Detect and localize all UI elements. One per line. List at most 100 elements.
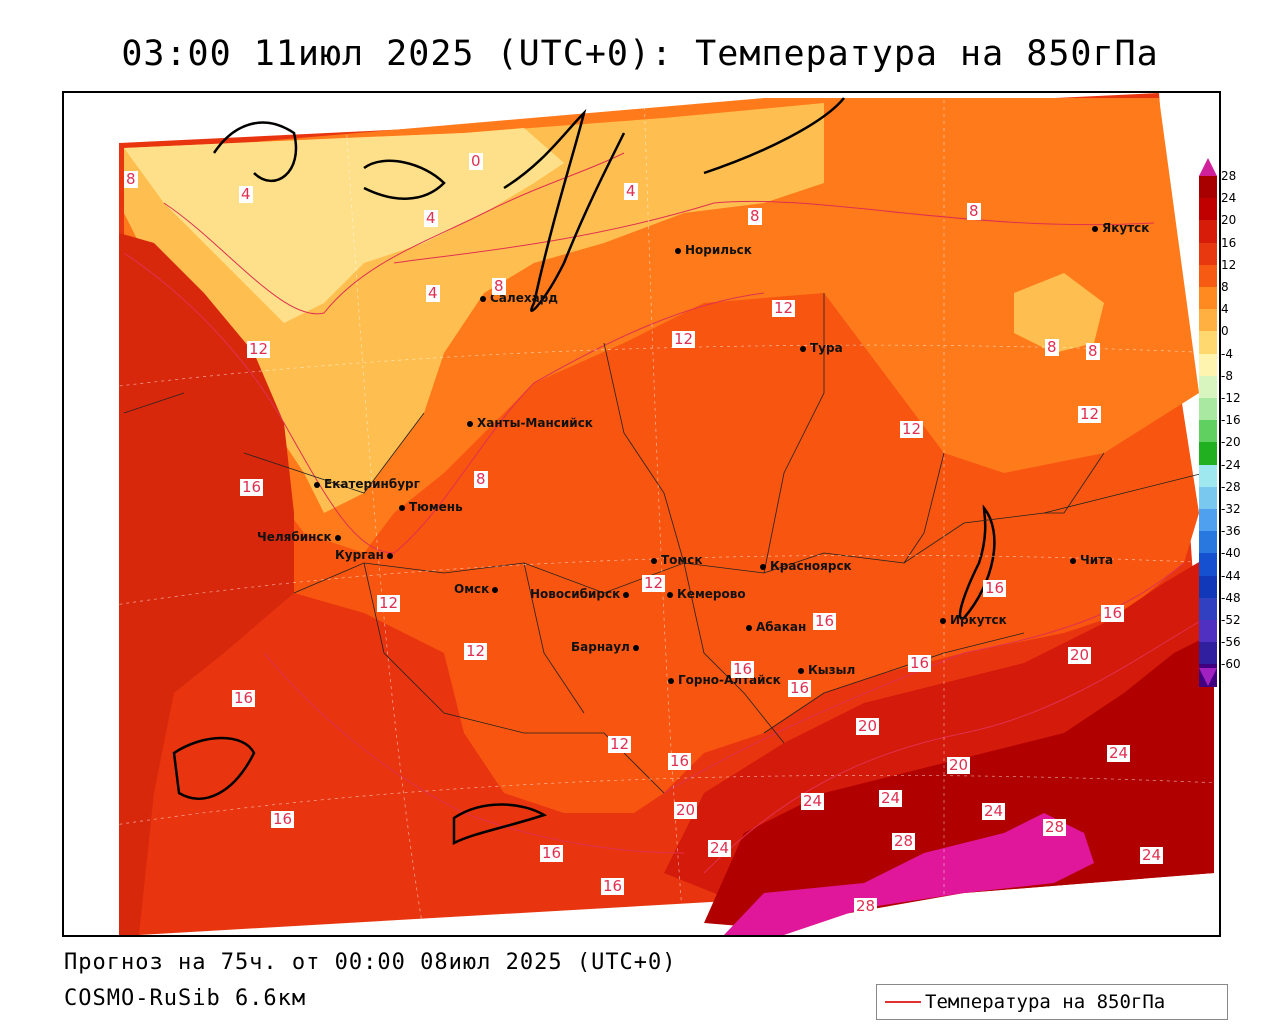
zone-0 <box>124 128 564 323</box>
colorbar-tick-label: 4 <box>1221 302 1229 317</box>
colorbar-cell <box>1199 176 1217 199</box>
contour-label: 20 <box>674 801 698 819</box>
colorbar-cell <box>1199 309 1217 333</box>
colorbar-tick-label: 20 <box>1221 213 1237 228</box>
contour-label: 16 <box>788 679 812 697</box>
city-salekhard: Салехард <box>480 291 558 305</box>
colorbar-cell <box>1199 531 1217 555</box>
city-omsk: Омск <box>454 582 502 596</box>
colorbar-cell <box>1199 553 1217 577</box>
contour-label: 16 <box>540 844 564 862</box>
colorbar-cell <box>1199 620 1217 643</box>
contour-label: 12 <box>377 594 401 612</box>
city-chelyabinsk: Челябинск <box>257 530 345 544</box>
contour-label: 12 <box>247 340 271 358</box>
contour-label: 4 <box>426 284 440 302</box>
city-gorno-altaysk: Горно-Алтайск <box>668 673 781 687</box>
colorbar-tick-label: -56 <box>1221 635 1241 650</box>
city-khanty-mansiysk: Ханты-Мансийск <box>467 416 593 430</box>
coastlines <box>172 97 996 846</box>
zone-28 <box>724 813 1094 935</box>
colorbar-tick-label: -4 <box>1221 346 1233 361</box>
colorbar-tick-label: -20 <box>1221 435 1241 450</box>
colorbar-cell <box>1199 597 1217 621</box>
legend-line-swatch <box>885 1001 921 1003</box>
map-canvas <box>64 93 1219 935</box>
colorbar-tick-label: -52 <box>1221 613 1241 627</box>
contour-label: 28 <box>892 832 916 850</box>
contour-label: 24 <box>1107 744 1131 762</box>
contour-label: 28 <box>1043 818 1067 836</box>
colorbar-cell <box>1199 464 1217 488</box>
contour-label: 0 <box>469 152 483 170</box>
city-kemerovo: Кемерово <box>667 587 746 601</box>
colorbar-tick-label: -40 <box>1221 546 1241 561</box>
contour-label: 20 <box>1068 646 1092 664</box>
colorbar-cell <box>1199 398 1217 421</box>
colorbar-tick-label: 16 <box>1221 235 1237 250</box>
colorbar-cell <box>1199 442 1217 466</box>
colorbar-tick-label: 24 <box>1221 191 1237 206</box>
colorbar-cell <box>1199 331 1217 355</box>
contour-label: 8 <box>967 202 981 220</box>
contour-label: 24 <box>708 839 732 857</box>
contour-label: 16 <box>813 612 837 630</box>
colorbar-tick-label: -44 <box>1221 568 1241 583</box>
contour-label: 12 <box>1078 405 1102 423</box>
contour-label: 20 <box>947 756 971 774</box>
colorbar-tick-label: 8 <box>1221 280 1229 294</box>
colorbar-cell <box>1199 220 1217 244</box>
city-chita: Чита <box>1070 553 1113 567</box>
city-tyumen: Тюмень <box>399 500 463 514</box>
colorbar-tick-label: -28 <box>1221 479 1241 494</box>
graticule <box>64 93 1219 935</box>
contour-label: 16 <box>908 654 932 672</box>
contour-label: 16 <box>731 660 755 678</box>
city-barnaul: Барнаул <box>571 640 643 654</box>
contour-label: 28 <box>854 897 878 915</box>
model-name: COSMO-RuSib 6.6км <box>64 986 307 1011</box>
contour-label: 12 <box>672 330 696 348</box>
contour-label: 8 <box>124 170 138 188</box>
temperature-map[interactable]: Норильск Якутск Салехард Тура Ханты-Манс… <box>62 91 1221 937</box>
contour-label: 12 <box>464 642 488 660</box>
colorbar-cell <box>1199 509 1217 532</box>
city-krasnoyarsk: Красноярск <box>760 559 852 573</box>
colorbar-cell <box>1199 575 1217 599</box>
city-abakan: Абакан <box>746 620 806 634</box>
colorbar-cell <box>1199 198 1217 222</box>
colorbar-cell <box>1199 287 1217 310</box>
legend-box: Температура на 850гПа <box>876 984 1228 1020</box>
contour-label: 8 <box>748 207 762 225</box>
contour-label: 16 <box>983 579 1007 597</box>
colorbar-tick-label: -24 <box>1221 457 1241 472</box>
contour-label: 16 <box>240 478 264 496</box>
colorbar-bottom-arrow <box>1199 668 1217 686</box>
colorbar-tick-label: -48 <box>1221 590 1241 605</box>
contour-label: 4 <box>624 182 638 200</box>
contour-label: 16 <box>1101 604 1125 622</box>
colorbar-cell <box>1199 264 1217 288</box>
city-kurgan: Курган <box>335 548 397 562</box>
map-title: 03:00 11июл 2025 (UTC+0): Температура на… <box>121 34 1159 74</box>
contour-label: 8 <box>474 470 488 488</box>
colorbar-tick-label: 0 <box>1221 324 1229 339</box>
legend-label: Температура на 850гПа <box>925 991 1166 1013</box>
city-yakutsk: Якутск <box>1092 221 1149 235</box>
colorbar-cell <box>1199 642 1217 666</box>
contour-label: 12 <box>608 735 632 753</box>
colorbar-tick-label: 28 <box>1221 169 1237 183</box>
zone-16-west <box>119 233 294 935</box>
contour-label: 8 <box>492 277 506 295</box>
colorbar-cell <box>1199 420 1217 444</box>
contour-label: 24 <box>1140 846 1164 864</box>
contour-label: 8 <box>1045 338 1059 356</box>
city-kyzyl: Кызыл <box>798 663 855 677</box>
city-ekaterinburg: Екатеринбург <box>314 477 420 491</box>
contour-label: 24 <box>879 789 903 807</box>
colorbar-tick-label: -16 <box>1221 413 1241 428</box>
contour-label: 12 <box>900 420 924 438</box>
isotherm-lines <box>123 152 1215 874</box>
contour-label: 16 <box>232 689 256 707</box>
contour-label: 8 <box>1086 342 1100 360</box>
